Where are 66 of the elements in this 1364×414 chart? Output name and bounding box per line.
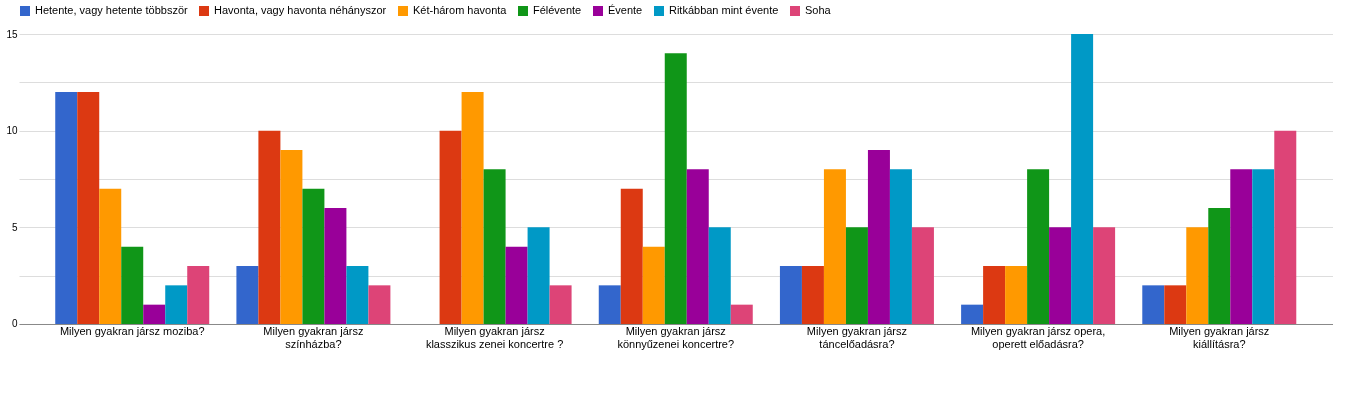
legend-label: Félévente (532, 4, 582, 16)
bar (1274, 130, 1297, 324)
bar (77, 92, 100, 324)
bar (730, 304, 753, 324)
bar (911, 227, 934, 324)
x-tick-label: Milyen gyakran jársz opera, operett előadásra? (970, 325, 1106, 351)
bar (1071, 34, 1094, 324)
bar (1164, 285, 1187, 324)
x-tick-label: Milyen gyakran jársz táncelőadásra? (806, 325, 907, 351)
bar (1049, 227, 1072, 324)
bar (324, 208, 347, 324)
bar (346, 266, 369, 324)
bar (280, 150, 303, 324)
bar (1027, 169, 1050, 324)
x-tick-label: Milyen gyakran jársz kiállításra? (1169, 325, 1270, 351)
bar (439, 130, 462, 324)
bar (983, 266, 1006, 324)
bar (1142, 285, 1165, 324)
bar (686, 169, 709, 324)
bar (867, 150, 890, 324)
legend-label: Soha (804, 4, 832, 16)
bar (527, 227, 550, 324)
bar (620, 188, 643, 324)
bar (823, 169, 846, 324)
bar (642, 246, 665, 324)
bar (708, 227, 731, 324)
bar (1252, 169, 1275, 324)
x-tick-label: Milyen gyakran jársz színházba? (263, 325, 364, 351)
bar (55, 92, 78, 324)
y-tick-label: 5 (11, 221, 18, 233)
bar (598, 285, 621, 324)
bar (889, 169, 912, 324)
bar (1208, 208, 1231, 324)
bar (236, 266, 259, 324)
bar (549, 285, 572, 324)
bar (801, 266, 824, 324)
bar (779, 266, 802, 324)
bar (258, 130, 281, 324)
bar (664, 53, 687, 324)
legend-label: Évente (607, 4, 643, 16)
legend-label: Hetente, vagy hetente többször (35, 4, 188, 16)
x-tick-label: Milyen gyakran jársz könnyűzenei koncertre? (617, 325, 735, 351)
y-tick-label: 15 (6, 28, 18, 40)
bar (961, 304, 984, 324)
bar (99, 188, 122, 324)
bar (1005, 266, 1028, 324)
bar (121, 246, 144, 324)
bar (302, 188, 325, 324)
bar (368, 285, 391, 324)
legend-label: Havonta, vagy havonta néhányszor (214, 4, 387, 16)
bar (1093, 227, 1116, 324)
bar (505, 246, 528, 324)
x-tick-label: Milyen gyakran jársz moziba? (59, 325, 205, 338)
bar (165, 285, 188, 324)
bar (845, 227, 868, 324)
bar (1230, 169, 1253, 324)
bar (1186, 227, 1209, 324)
y-tick-label: 10 (6, 125, 18, 137)
bar (143, 304, 166, 324)
legend-label: Ritkábban mint évente (668, 4, 779, 16)
bar (187, 266, 210, 324)
legend-label: Két-három havonta (413, 4, 508, 16)
y-tick-label: 0 (11, 318, 18, 330)
x-tick-label: Milyen gyakran jársz klasszikus zenei koncertre ? (425, 325, 564, 351)
bar (483, 169, 506, 324)
bar (461, 92, 484, 324)
